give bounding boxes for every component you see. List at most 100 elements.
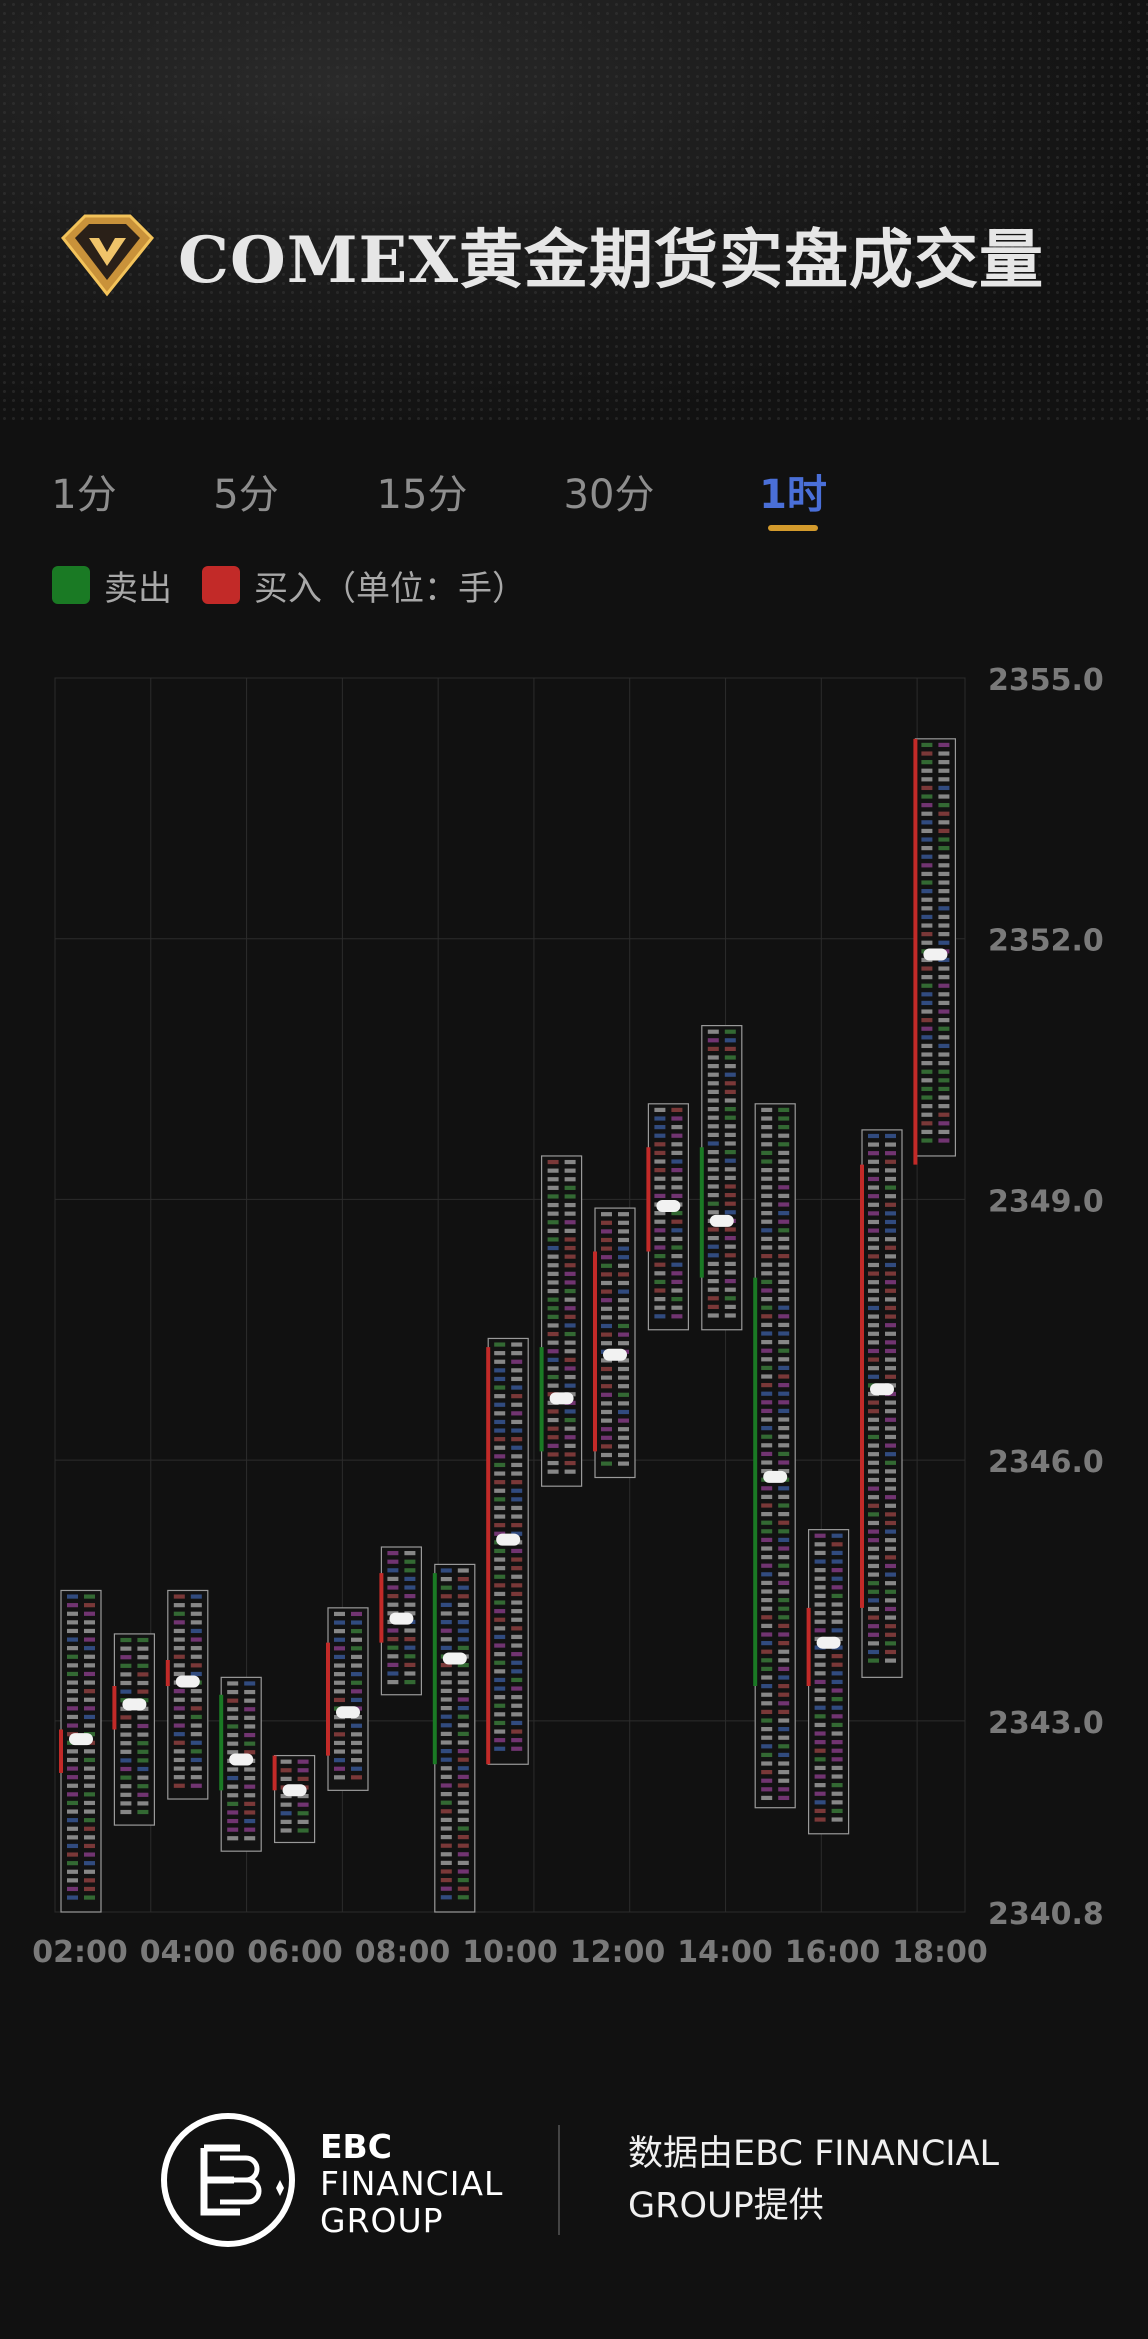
- volume-cell: [511, 1454, 523, 1459]
- volume-cell: [351, 1620, 362, 1625]
- volume-cell: [173, 1706, 185, 1711]
- volume-cell: [778, 1159, 790, 1164]
- volume-cell: [885, 1219, 896, 1225]
- volume-cell: [227, 1698, 239, 1703]
- volume-cell: [457, 1757, 469, 1762]
- volume-cell: [654, 1314, 666, 1319]
- volume-cell: [654, 1245, 666, 1250]
- tab-15m[interactable]: 15分: [376, 472, 468, 518]
- volume-cell: [885, 1374, 896, 1379]
- volume-cell: [885, 1624, 896, 1629]
- volume-cell: [494, 1471, 506, 1476]
- volume-cell: [84, 1697, 95, 1702]
- volume-cell: [761, 1348, 773, 1353]
- volume-cell: [885, 1606, 896, 1612]
- volume-cell: [868, 1254, 879, 1259]
- volume-cell: [671, 1228, 683, 1233]
- volume-cell: [868, 1460, 879, 1465]
- volume-cell: [511, 1643, 523, 1648]
- volume-cell: [564, 1340, 576, 1345]
- volume-cell: [778, 1563, 790, 1568]
- volume-cell: [921, 811, 933, 816]
- y-tick-label: 2352.0: [988, 924, 1104, 959]
- volume-cell: [547, 1306, 559, 1311]
- volume-cell: [67, 1878, 78, 1883]
- volume-cell: [921, 794, 933, 799]
- volume-cell: [547, 1297, 559, 1302]
- volume-cell: [227, 1732, 239, 1738]
- volume-cell: [778, 1752, 790, 1758]
- legend-buy: 买入（单位：手）: [202, 561, 526, 610]
- volume-cell: [921, 1043, 933, 1049]
- volume-cell: [84, 1628, 95, 1634]
- volume-cell: [84, 1611, 95, 1616]
- volume-cell: [334, 1697, 345, 1703]
- volume-cell: [778, 1494, 790, 1500]
- volume-cell: [334, 1646, 345, 1651]
- volume-cell: [511, 1703, 523, 1708]
- volume-cell: [814, 1542, 826, 1547]
- volume-cell: [440, 1791, 452, 1797]
- volume-cell: [761, 1185, 773, 1190]
- volume-cell: [761, 1451, 773, 1457]
- volume-cell: [457, 1869, 469, 1874]
- volume-cell: [511, 1411, 523, 1416]
- volume-cell: [440, 1860, 452, 1865]
- volume-cell: [457, 1800, 469, 1805]
- volume-cell: [280, 1793, 292, 1799]
- volume-cell: [494, 1626, 506, 1631]
- volume-cell: [938, 1052, 950, 1057]
- volume-cell: [67, 1800, 78, 1806]
- volume-cell: [778, 1709, 790, 1715]
- volume-cell: [601, 1435, 612, 1440]
- tab-5m[interactable]: 5分: [213, 472, 279, 518]
- tab-30m[interactable]: 30分: [563, 472, 655, 518]
- volume-cell: [885, 1615, 896, 1620]
- volume-cell: [511, 1376, 523, 1382]
- volume-cell: [190, 1594, 202, 1599]
- volume-cell: [387, 1576, 399, 1582]
- volume-cell: [404, 1568, 416, 1573]
- volume-cell: [921, 751, 933, 756]
- volume-cell: [511, 1583, 523, 1588]
- volume-cell: [778, 1262, 790, 1267]
- y-tick-label: 2346.0: [988, 1445, 1104, 1480]
- volume-cell: [921, 828, 933, 834]
- volume-cell: [297, 1828, 309, 1833]
- volume-cell: [173, 1603, 185, 1608]
- volume-cell: [885, 1443, 896, 1448]
- legend-sell: 卖出: [52, 561, 172, 610]
- volume-cell: [334, 1689, 345, 1694]
- volume-cell: [778, 1598, 790, 1603]
- volume-cell: [778, 1675, 790, 1680]
- tab-1m[interactable]: 1分: [51, 472, 117, 518]
- volume-cell: [84, 1671, 95, 1677]
- volume-cell: [761, 1666, 773, 1672]
- volume-cell: [297, 1768, 309, 1773]
- volume-cell: [707, 1150, 719, 1155]
- volume-cell: [457, 1809, 469, 1814]
- volume-cell: [707, 1098, 719, 1103]
- tab-1h[interactable]: 1时: [759, 472, 827, 518]
- volume-cell: [868, 1452, 879, 1457]
- volume-cell: [494, 1462, 506, 1468]
- volume-cell: [938, 828, 950, 834]
- poc-marker: [923, 948, 948, 961]
- volume-cell: [137, 1741, 149, 1746]
- volume-cell: [511, 1523, 523, 1528]
- volume-cell: [244, 1715, 256, 1720]
- volume-cell: [440, 1619, 452, 1625]
- volume-cell: [938, 803, 950, 808]
- volume-cell: [778, 1133, 790, 1138]
- volume-cell: [814, 1791, 826, 1796]
- volume-cell: [724, 1046, 736, 1052]
- volume-cell: [511, 1720, 523, 1726]
- volume-cell: [190, 1749, 202, 1754]
- volume-cell: [618, 1366, 629, 1372]
- volume-cell: [511, 1531, 523, 1536]
- volume-cell: [831, 1757, 843, 1762]
- volume-cell: [440, 1740, 452, 1745]
- volume-cell: [761, 1314, 773, 1319]
- volume-cell: [404, 1654, 416, 1659]
- volume-cell: [761, 1701, 773, 1706]
